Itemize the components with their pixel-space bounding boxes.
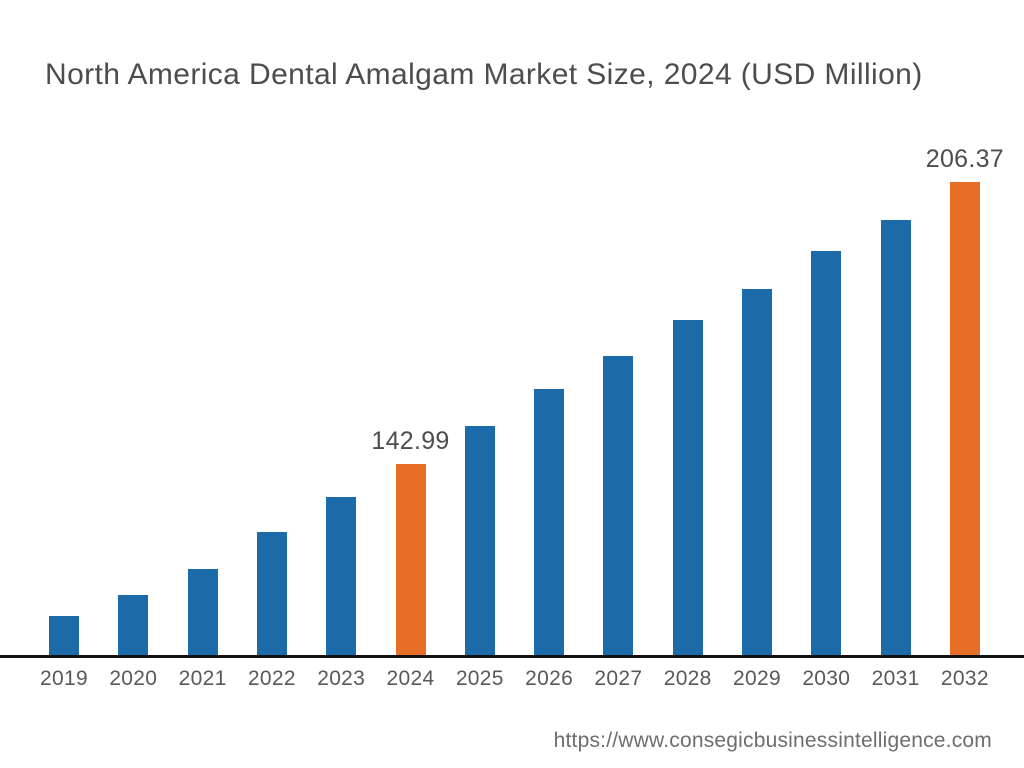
value-label-2032: 206.37 xyxy=(925,144,1005,173)
x-tick-2029: 2029 xyxy=(733,667,781,690)
bar-2023 xyxy=(326,497,357,658)
x-tick-2024: 2024 xyxy=(386,667,435,690)
bar-2027 xyxy=(603,355,634,658)
x-tick-2019: 2019 xyxy=(40,667,88,690)
bar-2020 xyxy=(118,595,149,658)
x-tick-2032: 2032 xyxy=(940,667,989,690)
bar-2032 xyxy=(949,181,980,658)
bar-2022 xyxy=(256,531,287,658)
x-tick-2027: 2027 xyxy=(594,667,643,690)
bar-2025 xyxy=(464,426,495,658)
x-tick-2031: 2031 xyxy=(871,667,920,690)
x-tick-2026: 2026 xyxy=(525,667,574,690)
bar-2021 xyxy=(187,568,218,658)
source-url: https://www.consegicbusinessintelligence… xyxy=(553,729,992,752)
value-label-2024: 142.99 xyxy=(371,426,450,455)
bar-2024 xyxy=(395,464,426,658)
bar-2028 xyxy=(672,320,703,658)
bar-2029 xyxy=(742,288,772,658)
x-axis-line xyxy=(0,655,1024,658)
x-tick-2022: 2022 xyxy=(247,667,296,690)
bar-2030 xyxy=(811,250,842,658)
x-tick-2025: 2025 xyxy=(455,667,504,690)
x-tick-2020: 2020 xyxy=(109,667,158,690)
x-tick-2023: 2023 xyxy=(317,667,366,690)
x-tick-2030: 2030 xyxy=(802,667,851,690)
bar-2019 xyxy=(49,616,79,658)
bar-2026 xyxy=(534,389,565,658)
x-tick-2028: 2028 xyxy=(663,667,712,690)
bar-2031 xyxy=(880,219,911,658)
x-tick-2021: 2021 xyxy=(178,667,227,690)
chart-title: North America Dental Amalgam Market Size… xyxy=(45,58,923,91)
